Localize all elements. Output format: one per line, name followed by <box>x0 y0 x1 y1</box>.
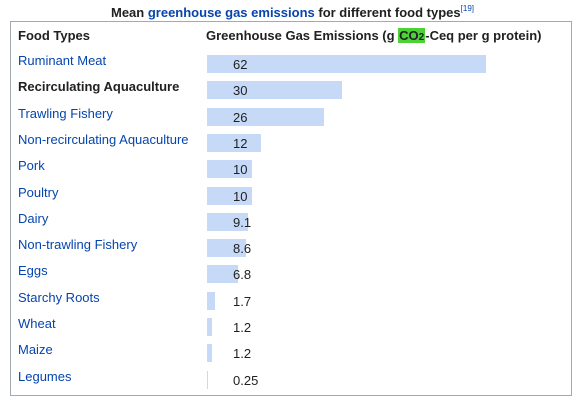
emission-value: 1.7 <box>233 293 252 309</box>
table-row: Trawling Fishery 26 <box>11 103 571 129</box>
food-type-label[interactable]: Starchy Roots <box>18 289 100 305</box>
emission-bar <box>207 186 252 205</box>
emission-value: 8.6 <box>233 241 252 257</box>
emission-value: 10 <box>233 162 248 178</box>
table-row: Ruminant Meat 62 <box>11 50 571 76</box>
emission-value: 1.2 <box>233 346 252 362</box>
co2-subscript: 2 <box>418 32 425 43</box>
emission-bar <box>207 370 209 389</box>
emission-value: 6.8 <box>233 267 252 283</box>
emission-value: 30 <box>233 83 248 99</box>
header-emissions-prefix: Greenhouse Gas Emissions (g <box>206 28 399 43</box>
emission-bar <box>207 212 248 231</box>
emission-value: 62 <box>233 57 248 72</box>
emission-value: 12 <box>233 135 248 151</box>
table-row: Maize 1.2 <box>11 339 571 365</box>
emission-bar <box>207 133 261 152</box>
header-food-types: Food Types <box>18 28 90 43</box>
caption-prefix: Mean <box>111 5 148 20</box>
food-type-label[interactable]: Dairy <box>18 210 49 226</box>
emission-bar <box>207 265 238 284</box>
table-row: Legumes 0.25 <box>11 366 571 392</box>
emission-value: 1.2 <box>233 320 252 335</box>
table-row: Starchy Roots 1.7 <box>11 287 571 313</box>
table-row: Poultry 10 <box>11 182 571 208</box>
emission-bar <box>207 318 213 336</box>
food-type-label[interactable]: Pork <box>18 158 45 174</box>
table-row: Eggs 6.8 <box>11 260 571 286</box>
food-type-label: Recirculating Aquaculture <box>18 79 180 95</box>
emission-value: 9.1 <box>233 214 252 230</box>
co2-formula: CO2 <box>398 28 426 43</box>
emission-bar <box>207 55 486 73</box>
table-row: Wheat 1.2 <box>11 313 571 339</box>
caption-suffix: for different food types <box>314 5 461 20</box>
emission-bar <box>207 239 246 258</box>
emission-value: 0.25 <box>233 372 259 388</box>
food-type-label[interactable]: Trawling Fishery <box>18 105 113 121</box>
food-type-label[interactable]: Ruminant Meat <box>18 53 107 68</box>
food-type-label[interactable]: Non-recirculating Aquaculture <box>18 131 189 147</box>
food-type-label[interactable]: Wheat <box>18 316 56 331</box>
table-row: Non-recirculating Aquaculture 12 <box>11 129 571 155</box>
chart-caption: Mean greenhouse gas emissions for differ… <box>0 0 585 22</box>
greenhouse-gas-emissions-link[interactable]: greenhouse gas emissions <box>147 5 315 20</box>
emission-bar <box>207 344 213 363</box>
food-type-label[interactable]: Maize <box>18 342 53 358</box>
table-row: Recirculating Aquaculture 30 <box>11 76 571 102</box>
table-row: Dairy 9.1 <box>11 208 571 234</box>
emissions-table: Food Types Greenhouse Gas Emissions (g C… <box>10 21 572 396</box>
food-type-label[interactable]: Poultry <box>18 184 59 200</box>
emission-bar <box>207 81 342 100</box>
emission-value: 10 <box>233 188 248 204</box>
food-type-label[interactable]: Non-trawling Fishery <box>18 237 138 253</box>
food-type-label[interactable]: Legumes <box>18 368 72 384</box>
reference-link[interactable]: [19] <box>460 4 474 13</box>
emission-bar <box>207 291 215 310</box>
emission-bar <box>207 107 324 126</box>
table-row: Pork 10 <box>11 155 571 181</box>
emission-value: 26 <box>233 109 248 125</box>
header-emissions: Greenhouse Gas Emissions (g CO2-Ceq per … <box>206 28 542 43</box>
emission-bar <box>207 160 252 179</box>
header-emissions-suffix: -Ceq per g protein) <box>425 28 542 43</box>
table-row: Non-trawling Fishery 8.6 <box>11 234 571 260</box>
co2-text: CO <box>399 28 419 43</box>
food-type-label[interactable]: Eggs <box>18 263 48 279</box>
